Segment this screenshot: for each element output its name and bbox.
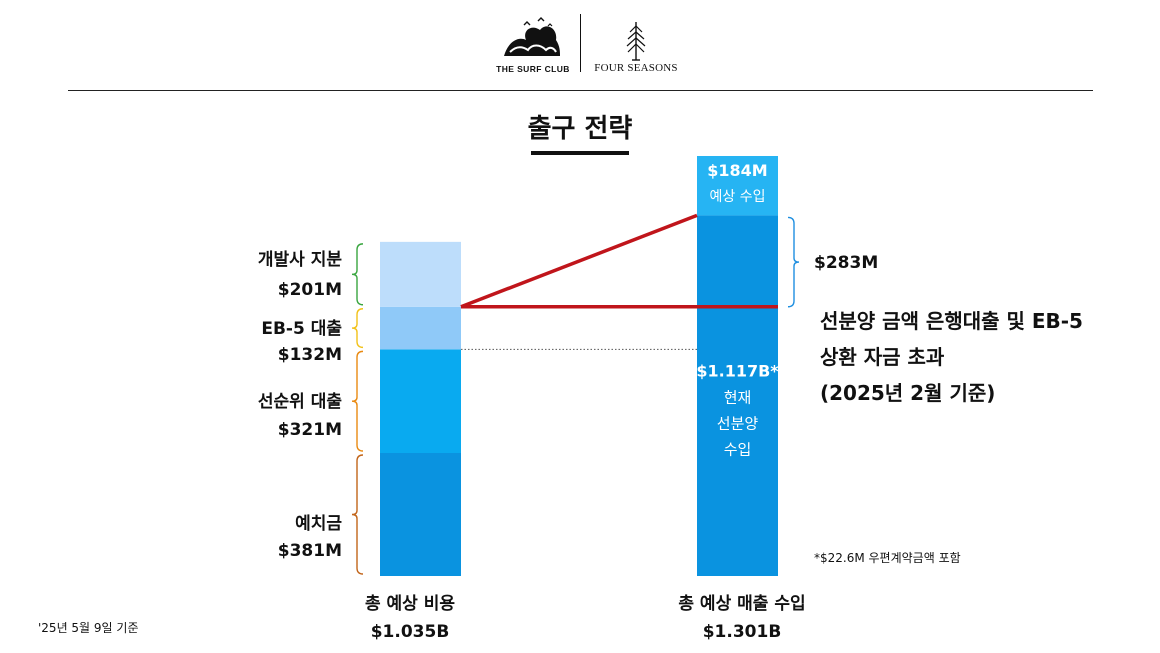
label-presale-value: $1.117B* [696,361,779,380]
label-presale-line-3: 수입 [724,440,752,458]
label-expected-revenue-value: $184M [707,161,767,180]
label-senior-loan: 선순위 대출 [257,392,342,412]
tree-icon [626,22,646,61]
label-eb5-loan: EB-5 대출 [261,319,342,339]
annotation-line-3: (2025년 2월 기준) [820,381,996,405]
label-presale-line-1: 현재 [724,388,752,406]
title-underline [531,151,629,155]
bar-deposit [380,453,461,576]
bracket-developer-equity [351,243,364,306]
bar-current-presale [697,215,778,577]
annotation-line-2: 상환 자금 초과 [820,345,945,369]
surf-club-name: THE SURF CLUB [496,64,570,74]
exit-annotation: 선분양 금액 은행대출 및 EB-5 상환 자금 초과 (2025년 2월 기준… [820,303,1083,411]
bar-senior-loan [380,349,461,454]
label-deposit: 예치금 [295,514,342,534]
header-rule [68,90,1093,91]
bar-expected-revenue [697,156,778,216]
category-total-cost: 총 예상 비용 [364,594,456,614]
wave-icon [504,17,560,56]
bracket-283m [787,216,800,308]
date-note: '25년 5월 9일 기준 [38,621,139,635]
surf-club-logo: THE SURF CLUB [490,14,576,76]
label-expected-revenue: 예상 수입 [710,189,766,205]
footnote: *$22.6M 우편계약금액 포함 [814,551,961,565]
four-seasons-name: FOUR SEASONS [594,62,678,74]
bar-developer-equity [380,241,461,307]
header: THE SURF CLUB FOUR SEASONS [0,0,1160,92]
value-developer-equity: $201M [277,280,342,300]
value-deposit: $381M [277,541,342,561]
value-eb5-loan: $132M [277,345,342,365]
bar-eb5-loan [380,306,461,350]
bracket-eb5-loan [351,308,364,349]
label-presale-line-2: 선분양 [717,414,759,432]
annotation-line-1: 선분양 금액 은행대출 및 EB-5 [820,309,1083,333]
bracket-senior-loan [351,350,364,452]
category-total-revenue: 총 예상 매출 수입 [678,594,806,614]
page-title: 출구 전략 [527,114,633,144]
bracket-deposit [351,454,364,575]
total-revenue-value: $1.301B [702,622,782,642]
value-senior-loan: $321M [277,420,342,440]
logo-divider [580,14,581,72]
four-seasons-logo: FOUR SEASONS [588,14,684,76]
label-developer-equity: 개발사 지분 [257,250,342,270]
total-cost-value: $1.035B [370,622,450,642]
connector-line-upper [460,213,698,309]
bracket-value-283m: $283M [814,253,879,273]
